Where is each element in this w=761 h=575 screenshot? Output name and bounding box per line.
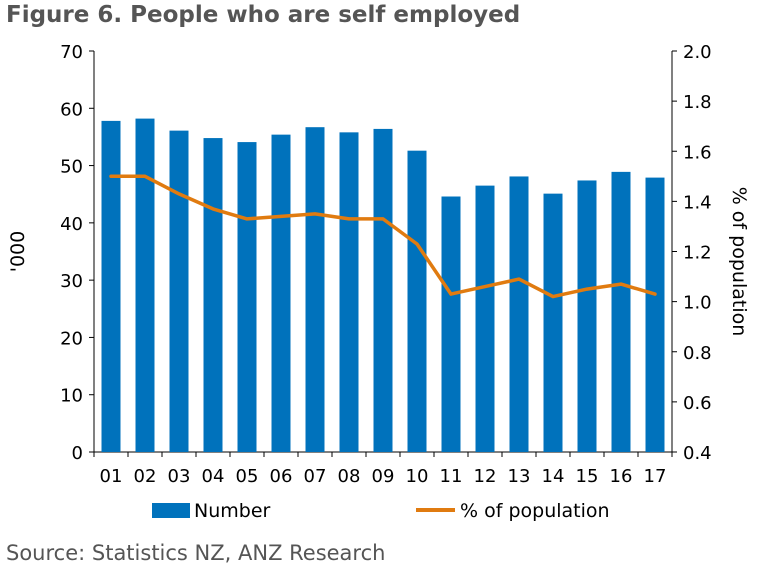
bar <box>645 177 665 452</box>
x-tick-label: 06 <box>270 466 293 487</box>
line-point <box>483 285 487 289</box>
y-tick-label: 10 <box>60 386 83 407</box>
bar <box>135 118 155 453</box>
line-point <box>143 174 147 178</box>
x-tick-label: 14 <box>542 466 565 487</box>
y-tick-label: 60 <box>60 99 83 120</box>
y2-tick-label: 0.4 <box>683 443 712 464</box>
y2-tick-label: 1.2 <box>683 243 712 264</box>
bar <box>271 134 291 452</box>
line-point <box>585 287 589 291</box>
bar <box>407 150 427 453</box>
bar <box>577 180 597 453</box>
line-point <box>347 217 351 221</box>
x-tick-label: 01 <box>100 466 123 487</box>
bar <box>509 176 529 452</box>
line-point <box>653 292 657 296</box>
x-tick-label: 10 <box>406 466 429 487</box>
y-tick-label: 20 <box>60 328 83 349</box>
bar <box>543 193 563 453</box>
y-tick-label: 0 <box>72 443 83 464</box>
x-tick-label: 13 <box>508 466 531 487</box>
bar <box>611 171 631 452</box>
legend-label-number: Number <box>194 500 271 522</box>
y-tick-label: 40 <box>60 214 83 235</box>
legend-label-percent: % of population <box>460 500 610 522</box>
y-tick-label: 50 <box>60 157 83 178</box>
x-tick-label: 05 <box>236 466 259 487</box>
y-tick-label: 70 <box>60 42 83 63</box>
bar <box>441 196 461 452</box>
line-point <box>381 217 385 221</box>
legend: Number % of population <box>152 500 610 522</box>
y2-tick-label: 2.0 <box>683 42 712 63</box>
line-point <box>517 277 521 281</box>
y2-tick-label: 1.8 <box>683 92 712 113</box>
y2-axis-label: % of population <box>728 187 750 337</box>
source-note: Source: Statistics NZ, ANZ Research <box>6 541 386 565</box>
bar <box>237 142 257 452</box>
y2-tick-label: 1.4 <box>683 192 712 213</box>
line-series-percent <box>109 174 657 299</box>
y-axis-label: '000 <box>7 231 29 273</box>
x-tick-label: 15 <box>576 466 599 487</box>
x-tick-label: 02 <box>134 466 157 487</box>
x-tick-label: 12 <box>474 466 497 487</box>
line-point <box>211 207 215 211</box>
line-point <box>279 214 283 218</box>
bar-series-number <box>101 118 665 453</box>
x-tick-label: 09 <box>372 466 395 487</box>
chart-title: Figure 6. People who are self employed <box>6 2 521 28</box>
bar <box>339 132 359 453</box>
tick-labels: 0102030405060700.40.60.81.01.21.41.61.82… <box>60 42 712 487</box>
x-tick-label: 03 <box>168 466 191 487</box>
y2-tick-label: 0.8 <box>683 343 712 364</box>
bar <box>373 128 393 452</box>
x-tick-label: 11 <box>440 466 463 487</box>
line-point <box>551 295 555 299</box>
bar <box>101 120 121 452</box>
line-point <box>313 212 317 216</box>
legend-swatch-number <box>152 503 190 518</box>
line-point <box>177 192 181 196</box>
line-point <box>449 292 453 296</box>
x-tick-label: 17 <box>644 466 667 487</box>
x-tick-label: 16 <box>610 466 633 487</box>
y-tick-label: 30 <box>60 271 83 292</box>
line-point <box>619 282 623 286</box>
y2-tick-label: 1.0 <box>683 293 712 314</box>
line-point <box>109 174 113 178</box>
line-point <box>415 242 419 246</box>
bar <box>305 127 325 452</box>
line-point <box>245 217 249 221</box>
y2-tick-label: 1.6 <box>683 142 712 163</box>
bar <box>203 138 223 452</box>
bar <box>169 130 189 452</box>
x-tick-label: 04 <box>202 466 225 487</box>
y2-tick-label: 0.6 <box>683 393 712 414</box>
x-tick-label: 07 <box>304 466 327 487</box>
x-tick-label: 08 <box>338 466 361 487</box>
bar <box>475 185 495 452</box>
